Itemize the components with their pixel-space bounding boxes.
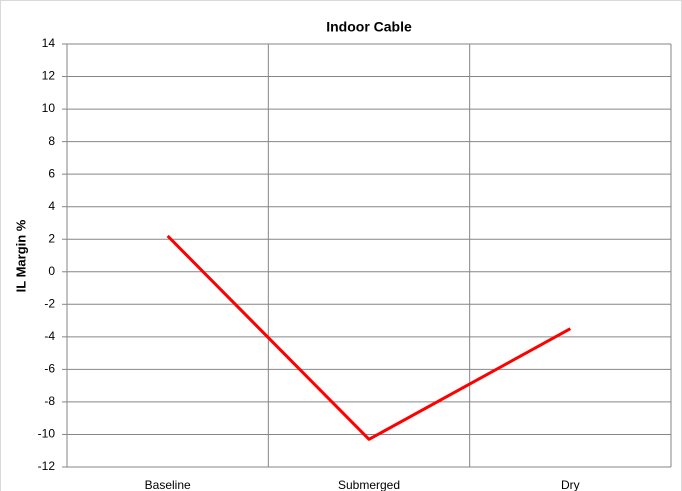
- data-line: [166, 234, 572, 441]
- y-tick-label: 14: [42, 36, 56, 50]
- y-axis-label: IL Margin %: [13, 219, 28, 292]
- y-tick-label: -10: [38, 427, 56, 441]
- y-tick-label: 2: [48, 231, 55, 245]
- y-tick-label: -4: [44, 329, 55, 343]
- y-tick-label: -12: [38, 459, 56, 473]
- y-tick-label: 8: [48, 134, 55, 148]
- chart-title: Indoor Cable: [326, 19, 412, 35]
- y-tick-label: 6: [48, 166, 55, 180]
- y-tick-label: 4: [48, 199, 55, 213]
- x-tick-label: Submerged: [338, 478, 400, 491]
- y-tick-label: 10: [42, 101, 56, 115]
- y-tick-label: -8: [44, 394, 55, 408]
- y-tick-label: 0: [48, 264, 55, 278]
- y-tick-label: -2: [44, 296, 55, 310]
- x-tick-label: Baseline: [145, 478, 191, 491]
- x-tick-label: Dry: [561, 478, 580, 491]
- y-tick-label: 12: [42, 69, 56, 83]
- y-tick-label: -6: [44, 362, 55, 376]
